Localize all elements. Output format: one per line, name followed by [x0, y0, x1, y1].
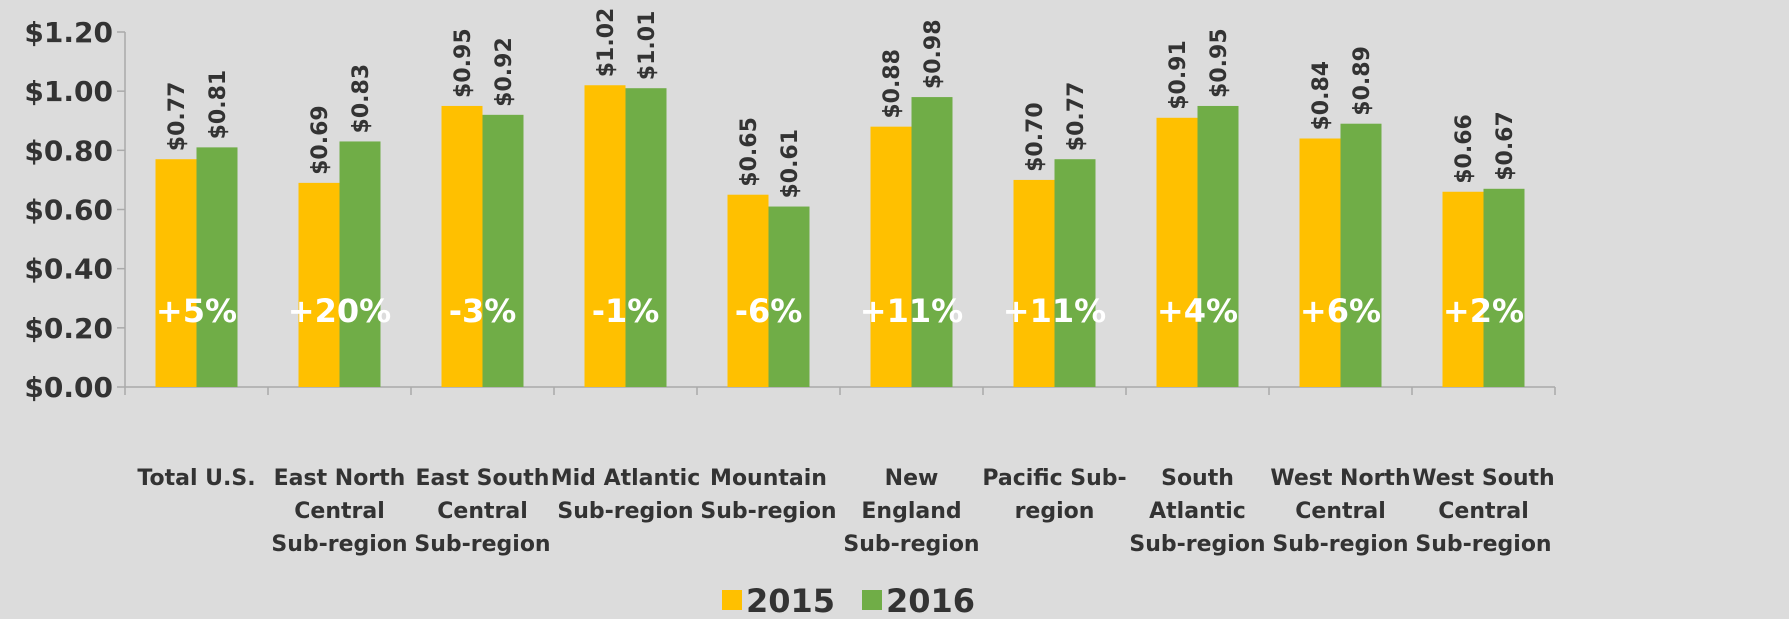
- legend-swatch: [722, 590, 742, 610]
- y-tick-label: $0.20: [24, 312, 113, 345]
- x-tick-label: West South Central Sub-region: [1412, 466, 1555, 557]
- value-label: $0.81: [206, 70, 231, 140]
- bar: [1340, 123, 1382, 387]
- bar: [155, 159, 197, 387]
- bar: [1442, 191, 1484, 387]
- value-label: $0.65: [737, 117, 762, 187]
- bar: [482, 114, 524, 387]
- annotation: +20%: [288, 292, 391, 330]
- bar: [1156, 117, 1198, 388]
- annotation: -1%: [592, 292, 660, 330]
- bar: [196, 147, 238, 387]
- legend-label: 2015: [746, 582, 835, 619]
- value-label: $0.84: [1309, 61, 1334, 131]
- value-label: $0.77: [1064, 82, 1089, 152]
- bar: [339, 141, 381, 387]
- value-label: $0.91: [1166, 40, 1191, 110]
- value-label: $0.69: [308, 105, 333, 175]
- value-label: $1.01: [635, 11, 660, 81]
- bar: [1483, 188, 1525, 387]
- value-label: $0.66: [1452, 114, 1477, 184]
- y-tick-label: $1.20: [24, 16, 113, 49]
- x-tick-label: Mountain Sub-region: [700, 466, 837, 524]
- bar: [1054, 159, 1096, 387]
- x-tick-label: West North Central Sub-region: [1270, 466, 1411, 557]
- x-tick-label: Pacific Sub-region: [982, 466, 1127, 524]
- x-tick-label: New England Sub-region: [843, 466, 980, 557]
- bar: [441, 105, 483, 387]
- value-label: $0.95: [451, 28, 476, 98]
- bar: [870, 126, 912, 388]
- bar: [727, 194, 769, 387]
- annotation: -6%: [735, 292, 803, 330]
- value-label: $0.98: [921, 19, 946, 89]
- value-label: $0.67: [1493, 111, 1518, 181]
- bar: [768, 206, 810, 387]
- annotation: +11%: [860, 292, 963, 330]
- annotation: -3%: [449, 292, 517, 330]
- y-tick-label: $0.00: [24, 371, 113, 404]
- annotation: +6%: [1300, 292, 1381, 330]
- annotation: +2%: [1443, 292, 1524, 330]
- annotation: +5%: [156, 292, 237, 330]
- bar: [1013, 179, 1055, 387]
- value-label: $0.70: [1023, 102, 1048, 172]
- value-label: $0.89: [1350, 46, 1375, 116]
- y-tick-label: $1.00: [24, 75, 113, 108]
- bar: [584, 85, 626, 387]
- bar: [1197, 105, 1239, 387]
- legend-label: 2016: [886, 582, 975, 619]
- annotation: +11%: [1003, 292, 1106, 330]
- y-tick-label: $0.60: [24, 194, 113, 227]
- value-label: $0.61: [778, 129, 803, 199]
- x-tick-label: East South Central Sub-region: [414, 466, 551, 557]
- y-tick-label: $0.40: [24, 253, 113, 286]
- bar: [625, 88, 667, 387]
- value-label: $0.88: [880, 49, 905, 119]
- x-tick-label: South Atlantic Sub-region: [1129, 466, 1266, 557]
- value-label: $0.92: [492, 37, 517, 107]
- x-tick-label: Total U.S.: [137, 466, 256, 491]
- legend-swatch: [862, 590, 882, 610]
- bar: [911, 97, 953, 387]
- annotation: +4%: [1157, 292, 1238, 330]
- value-label: $0.77: [165, 82, 190, 152]
- bar: [298, 182, 340, 387]
- value-label: $1.02: [594, 8, 619, 78]
- x-tick-label: East North Central Sub-region: [271, 466, 408, 557]
- bar: [1299, 138, 1341, 387]
- y-tick-label: $0.80: [24, 134, 113, 167]
- value-label: $0.83: [349, 64, 374, 134]
- x-tick-label: Mid Atlantic Sub-region: [550, 466, 701, 524]
- value-label: $0.95: [1207, 28, 1232, 98]
